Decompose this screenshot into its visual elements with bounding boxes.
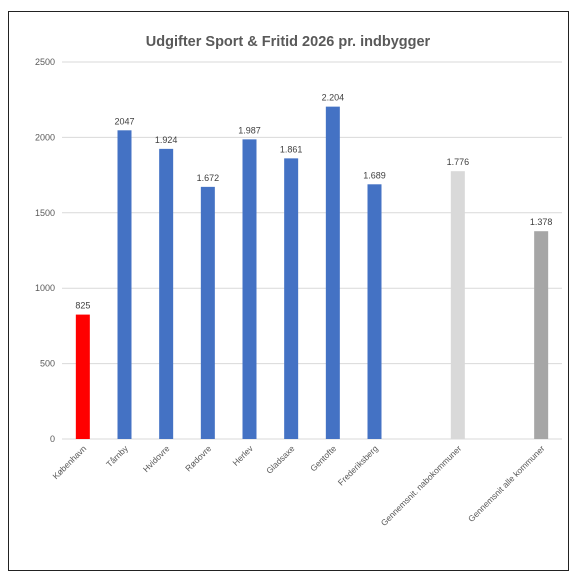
data-label: 1.924 [155,135,178,145]
data-label: 1.689 [363,170,386,180]
bar [325,106,340,439]
data-label: 1.987 [238,125,261,135]
data-label: 1.672 [197,173,220,183]
bar [117,130,132,440]
y-tick-label: 500 [40,359,55,369]
bars [75,106,549,440]
bar [534,231,549,439]
data-label: 1.776 [447,157,470,167]
y-axis: 0 500 1000 1500 2000 2500 [35,57,55,444]
x-tick-label: Herlev [230,443,255,468]
y-tick-label: 0 [50,434,55,444]
data-label: 1.378 [530,217,553,227]
bar [159,148,174,440]
x-tick-label: København [50,443,88,481]
x-tick-label: Gennemsnit alle kommuner [466,443,547,524]
data-labels: 825 2047 1.924 1.672 1.987 1.861 2.204 1.689 1.7… [75,93,552,311]
x-tick-label: Rødovre [183,443,213,473]
x-axis: København Tårnby Hvidovre Rødovre Herlev Glad… [50,443,546,528]
chart-title: Udgifter Sport & Fritid 2026 pr. indbygg… [146,34,431,50]
bar [75,314,90,439]
bar [367,184,382,439]
bar [200,186,215,439]
data-label: 825 [75,301,90,311]
bar [284,158,299,439]
x-tick-label: Gennemsnit. nabokommuner [379,443,464,528]
bar [242,139,257,439]
y-tick-label: 2000 [35,132,55,142]
x-tick-label: Hvidovre [141,443,172,474]
bar [450,171,465,439]
x-tick-label: Tårnby [104,443,130,469]
data-label: 2047 [114,116,134,126]
grid-lines [62,61,562,440]
data-label: 1.861 [280,144,303,154]
data-label: 2.204 [322,93,345,103]
x-tick-label: Gentofte [308,443,338,473]
x-tick-label: Frederiksberg [336,443,380,487]
y-tick-label: 1000 [35,283,55,293]
x-tick-label: Gladsaxe [264,443,297,476]
y-tick-label: 2500 [35,57,55,67]
y-tick-label: 1500 [35,208,55,218]
